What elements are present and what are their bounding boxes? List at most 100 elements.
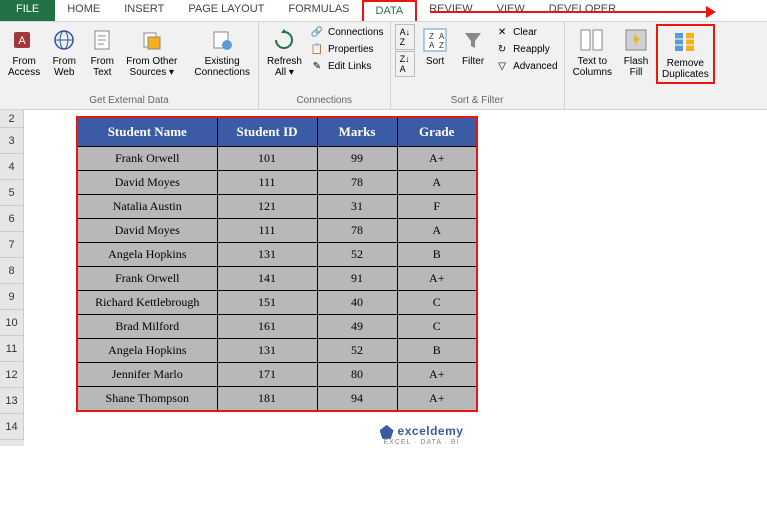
cell-marks[interactable]: 78 xyxy=(317,171,397,195)
cell-id[interactable]: 181 xyxy=(217,387,317,412)
cell-grade[interactable]: A+ xyxy=(397,387,477,412)
row-header[interactable]: 13 xyxy=(0,388,24,414)
cell-id[interactable]: 141 xyxy=(217,267,317,291)
row-header[interactable]: 10 xyxy=(0,310,24,336)
header-grade[interactable]: Grade xyxy=(397,117,477,147)
cell-grade[interactable]: C xyxy=(397,315,477,339)
connections-button[interactable]: 🔗Connections xyxy=(308,24,386,40)
row-header[interactable]: 6 xyxy=(0,206,24,232)
table-row[interactable]: Angela Hopkins13152B xyxy=(77,243,477,267)
table-row[interactable]: Shane Thompson18194A+ xyxy=(77,387,477,412)
clear-button[interactable]: ✕Clear xyxy=(493,24,559,40)
table-row[interactable]: David Moyes11178A xyxy=(77,171,477,195)
from-web-button[interactable]: From Web xyxy=(46,24,82,80)
header-marks[interactable]: Marks xyxy=(317,117,397,147)
cell-name[interactable]: Jennifer Marlo xyxy=(77,363,217,387)
cell-marks[interactable]: 99 xyxy=(317,147,397,171)
tab-formulas[interactable]: FORMULAS xyxy=(276,0,361,21)
table-row[interactable]: Angela Hopkins13152B xyxy=(77,339,477,363)
tab-insert[interactable]: INSERT xyxy=(112,0,176,21)
cell-grade[interactable]: A+ xyxy=(397,363,477,387)
cell-name[interactable]: Angela Hopkins xyxy=(77,243,217,267)
table-row[interactable]: Jennifer Marlo17180A+ xyxy=(77,363,477,387)
from-access-button[interactable]: AFrom Access xyxy=(4,24,44,80)
tab-file[interactable]: FILE xyxy=(0,0,55,21)
cell-id[interactable]: 121 xyxy=(217,195,317,219)
cell-id[interactable]: 111 xyxy=(217,219,317,243)
tab-home[interactable]: HOME xyxy=(55,0,112,21)
cell-grade[interactable]: B xyxy=(397,339,477,363)
existing-connections-button[interactable]: Existing Connections xyxy=(190,24,254,80)
row-header[interactable]: 12 xyxy=(0,362,24,388)
cell-id[interactable]: 101 xyxy=(217,147,317,171)
refresh-all-button[interactable]: Refresh All ▾ xyxy=(263,24,306,80)
cell-marks[interactable]: 80 xyxy=(317,363,397,387)
cell-id[interactable]: 151 xyxy=(217,291,317,315)
cell-marks[interactable]: 40 xyxy=(317,291,397,315)
cell-name[interactable]: Natalia Austin xyxy=(77,195,217,219)
cell-name[interactable]: Shane Thompson xyxy=(77,387,217,412)
refresh-icon xyxy=(270,26,298,54)
advanced-button[interactable]: ▽Advanced xyxy=(493,58,559,74)
cell-name[interactable]: Brad Milford xyxy=(77,315,217,339)
from-other-sources-button[interactable]: From Other Sources ▾ xyxy=(122,24,181,80)
cell-name[interactable]: Frank Orwell xyxy=(77,147,217,171)
row-header[interactable]: 2 xyxy=(0,110,24,128)
cell-grade[interactable]: C xyxy=(397,291,477,315)
header-student-id[interactable]: Student ID xyxy=(217,117,317,147)
cell-name[interactable]: David Moyes xyxy=(77,171,217,195)
cell-marks[interactable]: 94 xyxy=(317,387,397,412)
table-row[interactable]: Frank Orwell10199A+ xyxy=(77,147,477,171)
row-header[interactable]: 4 xyxy=(0,154,24,180)
cell-marks[interactable]: 78 xyxy=(317,219,397,243)
row-header[interactable]: 7 xyxy=(0,232,24,258)
sort-button[interactable]: ZAAZSort xyxy=(417,24,453,69)
cell-grade[interactable]: A+ xyxy=(397,267,477,291)
from-text-button[interactable]: From Text xyxy=(84,24,120,80)
cell-marks[interactable]: 31 xyxy=(317,195,397,219)
cell-id[interactable]: 161 xyxy=(217,315,317,339)
tab-page-layout[interactable]: PAGE LAYOUT xyxy=(176,0,276,21)
cell-marks[interactable]: 49 xyxy=(317,315,397,339)
cell-name[interactable]: Angela Hopkins xyxy=(77,339,217,363)
table-row[interactable]: Natalia Austin12131F xyxy=(77,195,477,219)
cell-id[interactable]: 131 xyxy=(217,339,317,363)
row-headers: 2 3 4 5 6 7 8 9 10 11 12 13 14 xyxy=(0,110,24,446)
remove-duplicates-button[interactable]: Remove Duplicates xyxy=(656,24,715,84)
cell-name[interactable]: Richard Kettlebrough xyxy=(77,291,217,315)
row-header[interactable]: 9 xyxy=(0,284,24,310)
cell-grade[interactable]: B xyxy=(397,243,477,267)
table-row[interactable]: Brad Milford16149C xyxy=(77,315,477,339)
edit-links-button[interactable]: ✎Edit Links xyxy=(308,58,386,74)
cell-marks[interactable]: 91 xyxy=(317,267,397,291)
student-table[interactable]: Student Name Student ID Marks Grade Fran… xyxy=(76,116,478,412)
cell-marks[interactable]: 52 xyxy=(317,243,397,267)
tab-data[interactable]: DATA xyxy=(362,0,418,21)
table-row[interactable]: David Moyes11178A xyxy=(77,219,477,243)
row-header[interactable]: 8 xyxy=(0,258,24,284)
filter-button[interactable]: Filter xyxy=(455,24,491,69)
cell-marks[interactable]: 52 xyxy=(317,339,397,363)
header-student-name[interactable]: Student Name xyxy=(77,117,217,147)
properties-button[interactable]: 📋Properties xyxy=(308,41,386,57)
cell-name[interactable]: Frank Orwell xyxy=(77,267,217,291)
flash-fill-button[interactable]: Flash Fill xyxy=(618,24,654,80)
row-header[interactable]: 3 xyxy=(0,128,24,154)
row-header[interactable]: 5 xyxy=(0,180,24,206)
sort-az-button[interactable]: A↓Z xyxy=(395,24,416,50)
cell-id[interactable]: 131 xyxy=(217,243,317,267)
sort-za-button[interactable]: Z↓A xyxy=(395,51,416,77)
cell-grade[interactable]: A xyxy=(397,171,477,195)
cell-name[interactable]: David Moyes xyxy=(77,219,217,243)
cell-grade[interactable]: A+ xyxy=(397,147,477,171)
row-header[interactable]: 11 xyxy=(0,336,24,362)
row-header[interactable]: 14 xyxy=(0,414,24,440)
cell-id[interactable]: 111 xyxy=(217,171,317,195)
reapply-button[interactable]: ↻Reapply xyxy=(493,41,559,57)
table-row[interactable]: Richard Kettlebrough15140C xyxy=(77,291,477,315)
cell-grade[interactable]: A xyxy=(397,219,477,243)
cell-grade[interactable]: F xyxy=(397,195,477,219)
cell-id[interactable]: 171 xyxy=(217,363,317,387)
text-to-columns-button[interactable]: Text to Columns xyxy=(569,24,616,80)
table-row[interactable]: Frank Orwell14191A+ xyxy=(77,267,477,291)
